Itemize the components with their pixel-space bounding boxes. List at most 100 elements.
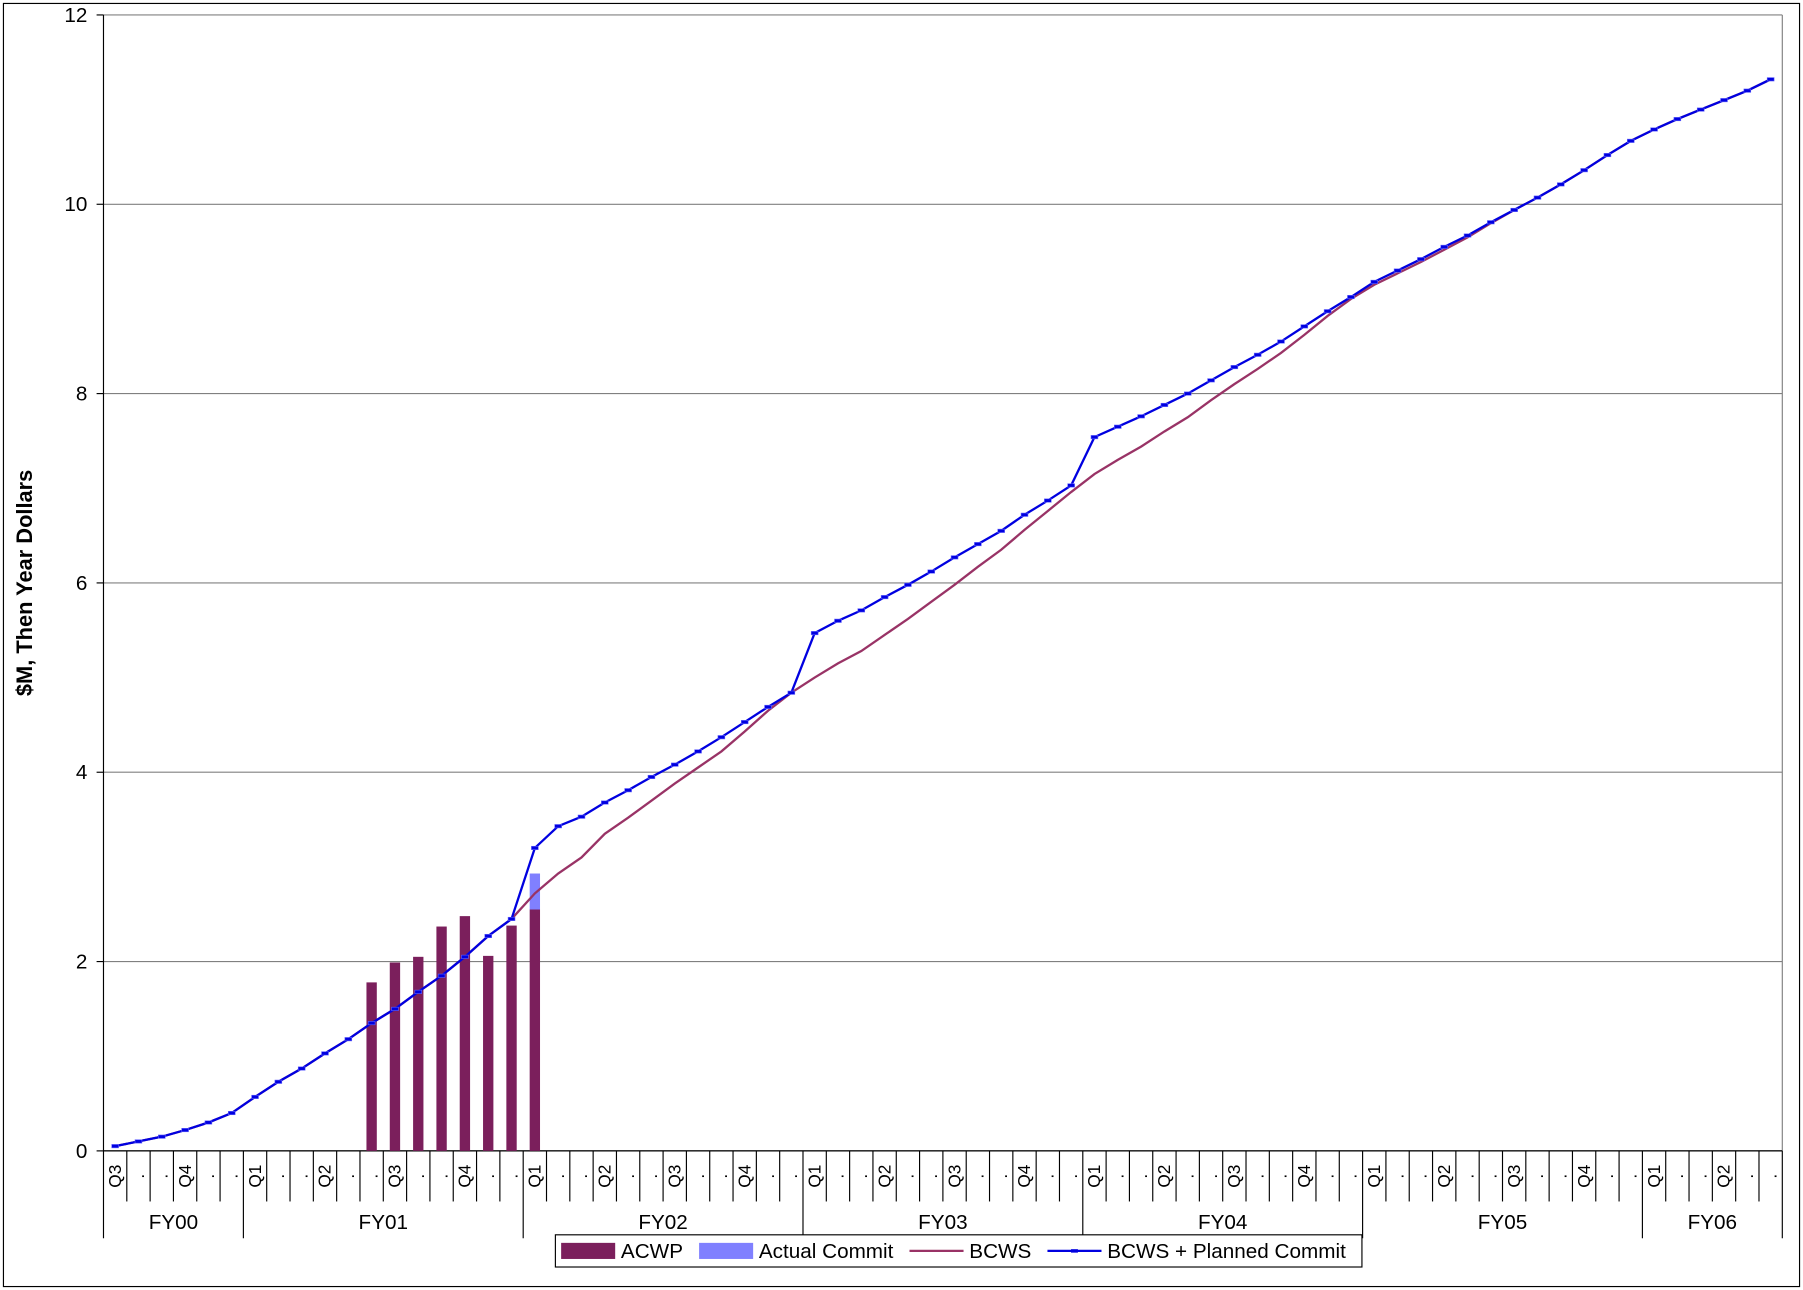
marker (1114, 424, 1122, 429)
bar (436, 926, 447, 1151)
marker (1090, 435, 1099, 440)
x-tick-label: Q4 (1294, 1164, 1314, 1187)
x-tick-label: Q4 (734, 1164, 754, 1187)
x-tick-label: . (268, 1174, 288, 1179)
marker (1696, 107, 1705, 112)
x-tick-label: . (1551, 1174, 1571, 1179)
x-tick-label: . (548, 1174, 568, 1179)
marker (391, 1006, 399, 1011)
x-tick-label: . (1247, 1174, 1267, 1179)
x-tick-label: Q3 (1224, 1165, 1244, 1188)
marker (1160, 402, 1169, 407)
legend-label: ACWP (621, 1240, 683, 1263)
group-label: FY03 (918, 1211, 967, 1234)
bar (413, 956, 424, 1151)
x-tick-label: . (408, 1174, 428, 1179)
x-tick-label: . (1597, 1174, 1617, 1179)
marker (158, 1134, 166, 1139)
x-tick-label: Q2 (595, 1165, 615, 1188)
x-tick-label: . (618, 1174, 638, 1179)
x-tick-label: . (851, 1174, 871, 1179)
marker (274, 1079, 283, 1084)
x-tick-label: . (431, 1174, 451, 1179)
marker (810, 631, 819, 636)
legend-swatch (699, 1242, 754, 1259)
marker (1323, 309, 1332, 314)
x-tick-label: . (198, 1174, 218, 1179)
x-tick-label: . (478, 1174, 498, 1179)
marker (647, 774, 656, 779)
bar (459, 916, 471, 1151)
marker (531, 845, 539, 850)
x-tick-label: Q4 (1014, 1164, 1034, 1187)
marker (601, 800, 609, 805)
marker (1207, 378, 1215, 383)
marker (1766, 77, 1775, 82)
bar (483, 955, 494, 1151)
marker (111, 1144, 119, 1149)
x-tick-label: . (1690, 1174, 1710, 1179)
group-label: FY05 (1478, 1211, 1527, 1234)
x-tick-label: Q3 (385, 1165, 405, 1188)
marker (1370, 279, 1378, 284)
marker (344, 1037, 353, 1042)
marker (904, 582, 912, 587)
legend-marker (1071, 1249, 1078, 1253)
marker (1440, 244, 1448, 249)
x-tick-label: . (1341, 1174, 1361, 1179)
marker (367, 1021, 376, 1026)
marker (857, 608, 866, 613)
marker (880, 595, 889, 600)
marker (134, 1139, 143, 1144)
marker (787, 690, 796, 695)
marker (1627, 138, 1635, 143)
marker (1463, 233, 1472, 238)
x-tick-label: . (1317, 1174, 1337, 1179)
x-tick-label: . (1108, 1174, 1128, 1179)
group-label: FY00 (149, 1211, 198, 1234)
bar (506, 925, 517, 1151)
group-label: FY06 (1688, 1211, 1737, 1234)
marker (717, 735, 726, 740)
x-tick-label: . (1271, 1174, 1291, 1179)
marker (181, 1128, 189, 1133)
marker (997, 528, 1005, 533)
x-tick-label: . (991, 1174, 1011, 1179)
y-tick-label: 12 (64, 4, 87, 27)
group-label: FY04 (1198, 1211, 1247, 1234)
y-tick-label: 10 (64, 193, 87, 216)
marker (1393, 268, 1402, 273)
marker (740, 720, 749, 725)
marker (1487, 220, 1495, 225)
x-tick-label: . (338, 1174, 358, 1179)
marker (1020, 512, 1029, 517)
x-tick-label: . (921, 1174, 941, 1179)
x-tick-label: . (1737, 1174, 1757, 1179)
bar (389, 962, 401, 1151)
marker (834, 618, 842, 623)
x-tick-label: . (1620, 1174, 1640, 1179)
marker (1044, 498, 1052, 503)
bar (366, 982, 377, 1151)
marker (1277, 339, 1285, 344)
x-tick-label: . (1061, 1174, 1081, 1179)
x-tick-label: . (501, 1174, 521, 1179)
marker (414, 989, 423, 994)
x-tick-label: Q3 (664, 1165, 684, 1188)
y-tick-label: 0 (76, 1140, 88, 1163)
bar (529, 873, 541, 910)
marker (950, 555, 959, 560)
x-tick-label: Q3 (944, 1165, 964, 1188)
x-tick-label: . (1387, 1174, 1407, 1179)
x-tick-label: Q2 (874, 1165, 894, 1188)
y-tick-label: 2 (76, 950, 88, 973)
x-tick-label: . (688, 1174, 708, 1179)
x-tick-label: . (898, 1174, 918, 1179)
marker (1533, 195, 1542, 200)
marker (1067, 483, 1075, 488)
marker (1650, 127, 1658, 132)
x-tick-label: Q2 (1154, 1165, 1174, 1188)
marker (1510, 207, 1518, 212)
